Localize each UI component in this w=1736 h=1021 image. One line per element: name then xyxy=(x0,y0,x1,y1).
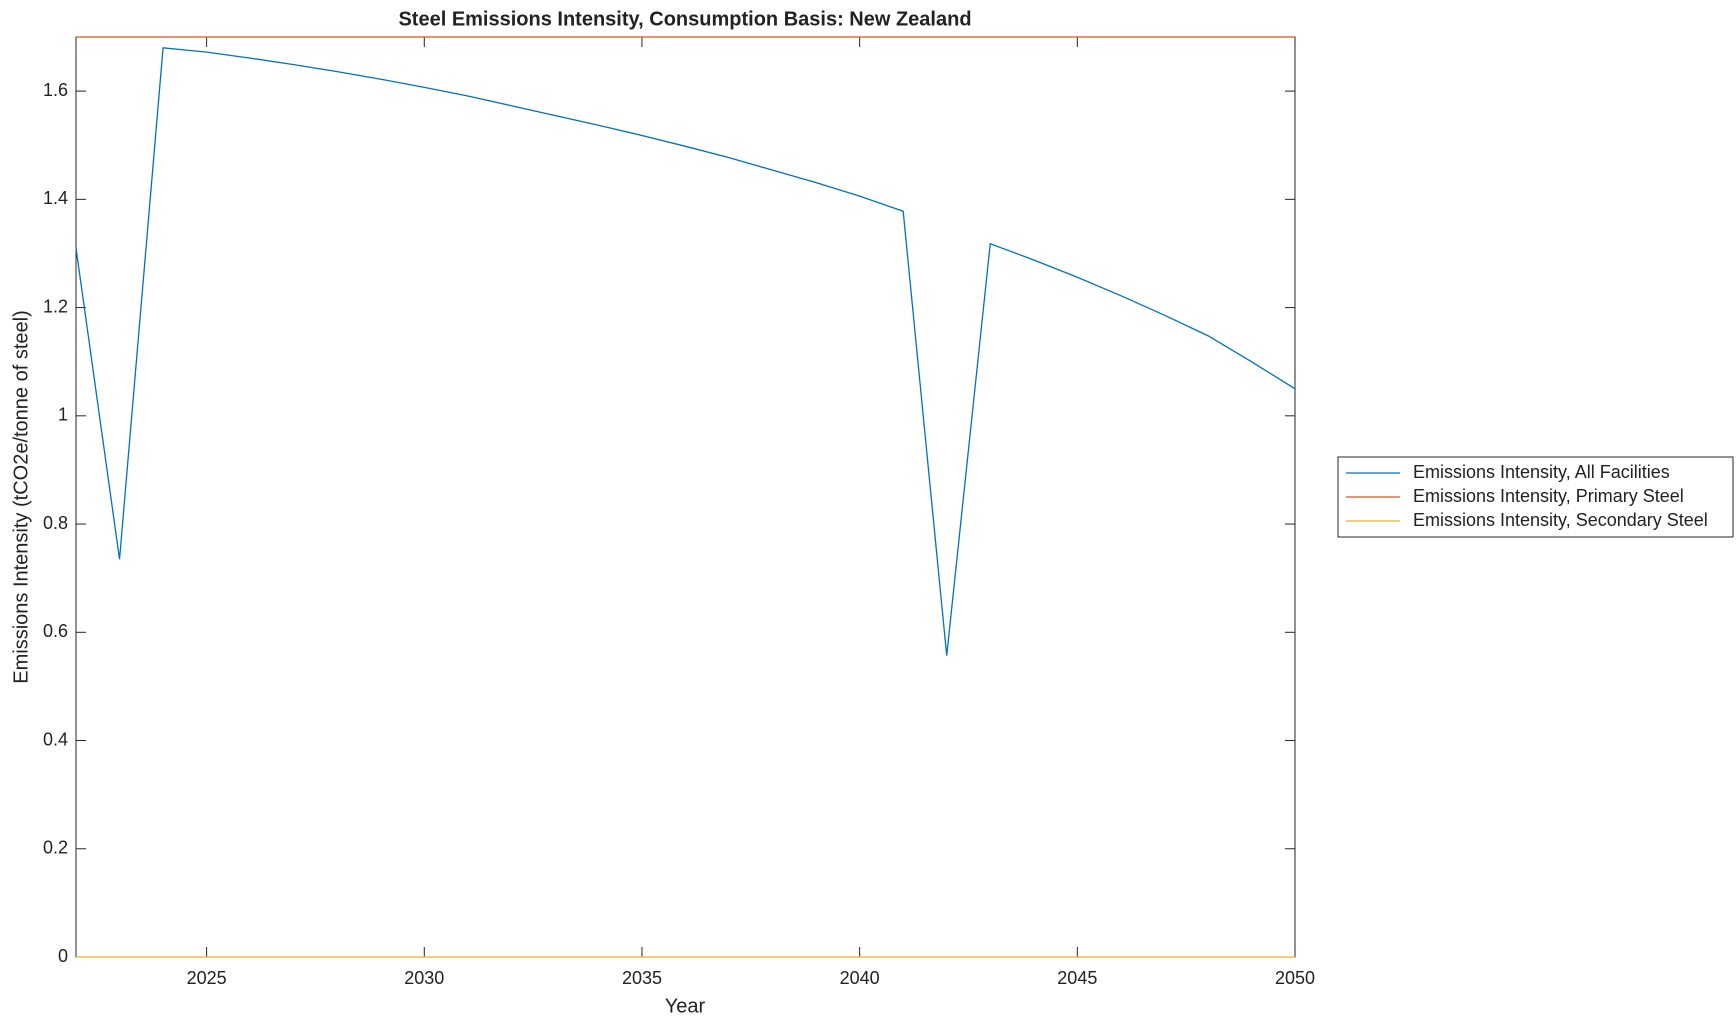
legend-box xyxy=(1337,456,1734,538)
y-tick-label: 0.8 xyxy=(43,513,68,533)
data-line xyxy=(75,47,1296,656)
x-tick-label: 2030 xyxy=(404,968,444,988)
y-tick-label: 0.4 xyxy=(43,729,68,749)
legend-label: Emissions Intensity, All Facilities xyxy=(1413,462,1670,482)
x-tick-label: 2035 xyxy=(622,968,662,988)
y-tick-label: 1.4 xyxy=(43,188,68,208)
y-axis-label: Emissions Intensity (tCO2e/tonne of stee… xyxy=(10,310,32,684)
x-axis-label: Year xyxy=(665,995,706,1017)
legend-label: Emissions Intensity, Secondary Steel xyxy=(1413,510,1708,530)
y-tick-label: 0.6 xyxy=(43,621,68,641)
y-tick-label: 1 xyxy=(58,405,68,425)
plot-area xyxy=(75,36,1296,958)
x-tick-label: 2040 xyxy=(840,968,880,988)
y-tick-label: 0 xyxy=(58,946,68,966)
y-tick-label: 1.2 xyxy=(43,296,68,316)
y-tick-label: 0.2 xyxy=(43,838,68,858)
y-tick-label: 1.6 xyxy=(43,80,68,100)
x-tick-label: 2050 xyxy=(1275,968,1315,988)
legend-label: Emissions Intensity, Primary Steel xyxy=(1413,486,1684,506)
chart-title: Steel Emissions Intensity, Consumption B… xyxy=(398,8,971,30)
x-tick-label: 2025 xyxy=(187,968,227,988)
x-tick-label: 2045 xyxy=(1057,968,1097,988)
